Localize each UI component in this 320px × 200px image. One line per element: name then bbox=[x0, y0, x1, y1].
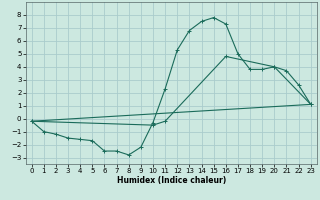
X-axis label: Humidex (Indice chaleur): Humidex (Indice chaleur) bbox=[116, 176, 226, 185]
